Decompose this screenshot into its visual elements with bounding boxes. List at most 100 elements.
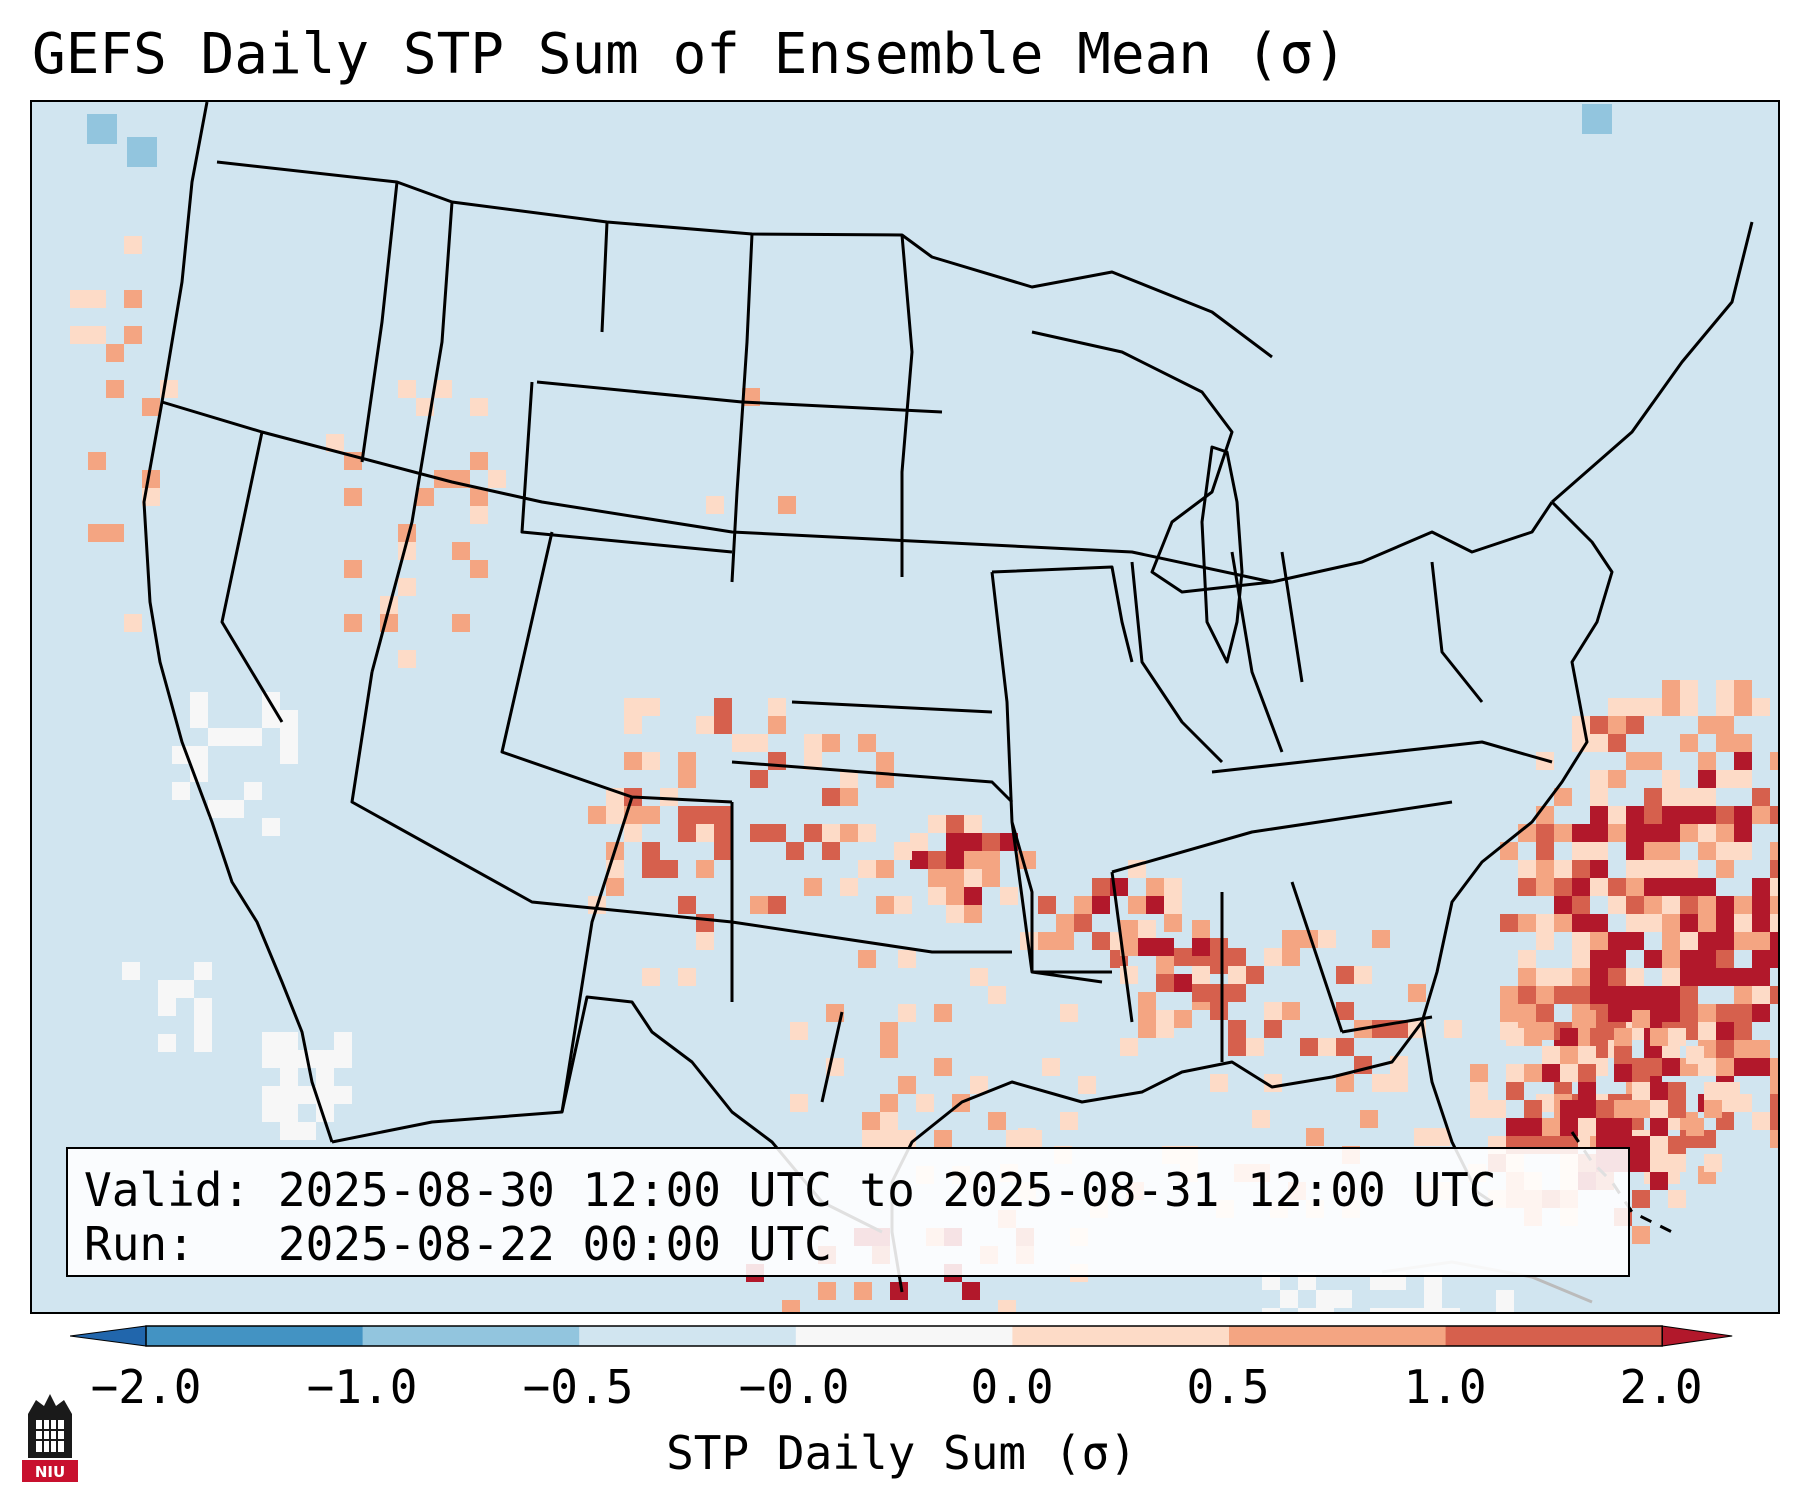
- anomaly-cell: [1590, 878, 1608, 896]
- anomaly-cell: [142, 470, 160, 488]
- anomaly-cell: [1300, 1038, 1318, 1056]
- anomaly-cell: [1734, 932, 1752, 950]
- anomaly-cell: [804, 878, 822, 896]
- anomaly-cell: [1650, 1172, 1668, 1190]
- anomaly-cell: [642, 698, 660, 716]
- anomaly-cell: [1524, 1064, 1542, 1082]
- anomaly-cell: [1608, 698, 1626, 716]
- anomaly-cell: [934, 1058, 952, 1076]
- anomaly-cell: [1716, 968, 1734, 986]
- anomaly-cell: [1680, 896, 1698, 914]
- anomaly-cell: [1120, 966, 1138, 984]
- anomaly-cell: [208, 728, 226, 746]
- anomaly-cell: [1752, 914, 1770, 932]
- anomaly-cell: [1680, 698, 1698, 716]
- anomaly-cell: [1680, 734, 1698, 752]
- anomaly-cell: [1644, 878, 1662, 896]
- anomaly-cell: [642, 806, 660, 824]
- anomaly-cell: [1572, 950, 1590, 968]
- anomaly-cell: [1590, 860, 1608, 878]
- anomaly-cell: [858, 824, 876, 842]
- anomaly-cell: [750, 770, 768, 788]
- anomaly-cell: [1716, 860, 1734, 878]
- anomaly-cell: [1680, 680, 1698, 698]
- anomaly-cell: [1024, 1130, 1042, 1148]
- anomaly-cell: [1770, 914, 1778, 932]
- anomaly-cell: [1554, 878, 1572, 896]
- anomaly-cell: [1372, 1074, 1390, 1092]
- anomaly-cell: [1662, 932, 1680, 950]
- anomaly-cell: [1644, 986, 1662, 1004]
- anomaly-cell: [768, 716, 786, 734]
- anomaly-cell: [1298, 1308, 1316, 1312]
- anomaly-cell: [898, 1004, 916, 1022]
- anomaly-cell: [1668, 1028, 1686, 1046]
- anomaly-cell: [970, 1076, 988, 1094]
- anomaly-cell: [1770, 1112, 1778, 1130]
- anomaly-cell: [768, 698, 786, 716]
- anomaly-cell: [1138, 1020, 1156, 1038]
- anomaly-cell: [1716, 716, 1734, 734]
- anomaly-cell: [840, 788, 858, 806]
- anomaly-cell: [1424, 1308, 1442, 1312]
- west-coast: [142, 102, 334, 1143]
- anomaly-cell: [1554, 986, 1572, 1004]
- anomaly-cell: [1590, 986, 1608, 1004]
- anomaly-cell: [1698, 752, 1716, 770]
- anomaly-cell: [1524, 1118, 1542, 1136]
- anomaly-cell: [962, 1282, 980, 1300]
- anomaly-cell: [768, 896, 786, 914]
- anomaly-cell: [1734, 824, 1752, 842]
- anomaly-cell: [1608, 896, 1626, 914]
- anomaly-cell: [1662, 770, 1680, 788]
- anomaly-cell: [398, 578, 416, 596]
- anomaly-cell: [1536, 842, 1554, 860]
- anomaly-cell: [1554, 896, 1572, 914]
- anomaly-cell: [470, 488, 488, 506]
- anomaly-cell: [280, 1032, 298, 1050]
- anomaly-cell: [262, 1104, 280, 1122]
- anomaly-cell: [280, 746, 298, 764]
- anomaly-cell: [1060, 1112, 1078, 1130]
- anomaly-cell: [1554, 824, 1572, 842]
- anomaly-cell: [1680, 824, 1698, 842]
- anomaly-cell: [1156, 956, 1174, 974]
- anomaly-cell: [858, 860, 876, 878]
- anomaly-cell: [1686, 1046, 1704, 1064]
- anomaly-cell: [790, 1022, 808, 1040]
- anomaly-cell: [982, 851, 1000, 869]
- anomaly-cell: [452, 542, 470, 560]
- anomaly-cell: [262, 818, 280, 836]
- anomaly-cell: [1608, 806, 1626, 824]
- anomaly-cell: [750, 824, 768, 842]
- anomaly-cell: [946, 905, 964, 923]
- anomaly-cell: [1734, 1058, 1752, 1076]
- anomaly-cell: [262, 1032, 280, 1050]
- anomaly-cell: [786, 842, 804, 860]
- anomaly-cell: [910, 833, 928, 851]
- anomaly-cell: [1500, 1004, 1518, 1022]
- anomaly-cell: [1632, 1136, 1650, 1154]
- anomaly-cell: [1316, 1308, 1334, 1312]
- anomaly-cell: [262, 1050, 280, 1068]
- anomaly-cell: [1734, 680, 1752, 698]
- anomaly-cell: [982, 833, 1000, 851]
- anomaly-cell: [122, 962, 140, 980]
- anomaly-cell: [280, 728, 298, 746]
- anomaly-cell: [678, 824, 696, 842]
- anomaly-cell: [840, 770, 858, 788]
- anomaly-cell: [1120, 1038, 1138, 1056]
- anomaly-cell: [106, 380, 124, 398]
- anomaly-cell: [1626, 986, 1644, 1004]
- anomaly-cell: [1174, 948, 1192, 966]
- anomaly-cell: [1372, 1020, 1390, 1038]
- anomaly-cell: [1500, 986, 1518, 1004]
- anomaly-cell: [1488, 1100, 1506, 1118]
- east-coast: [1420, 500, 1614, 1204]
- anomaly-cell: [88, 326, 106, 344]
- anomaly-cell: [226, 800, 244, 818]
- anomaly-cell: [1716, 896, 1734, 914]
- anomaly-cell: [226, 728, 244, 746]
- anomaly-cell: [1318, 1038, 1336, 1056]
- anomaly-cell: [706, 496, 724, 514]
